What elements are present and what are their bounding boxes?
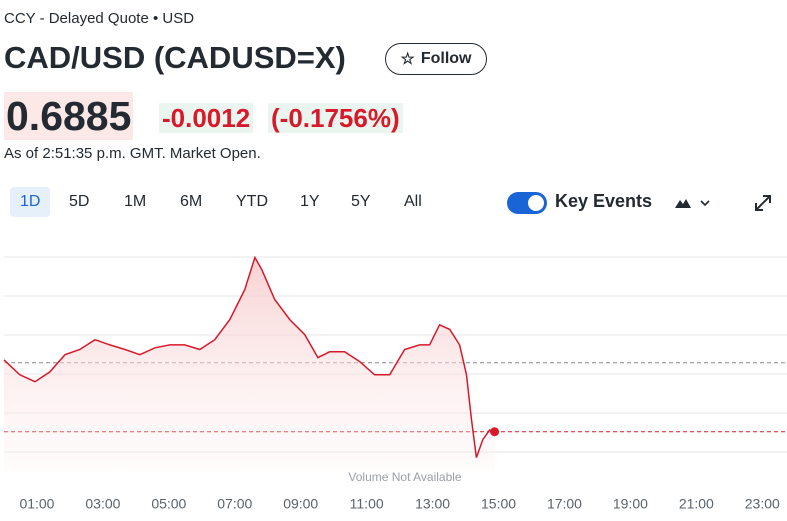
x-tick-label: 21:00 [679, 496, 714, 512]
x-tick-label: 19:00 [613, 496, 648, 512]
range-tab[interactable]: 5Y [351, 193, 371, 210]
range-tab[interactable]: 1M [124, 193, 147, 210]
expand-button[interactable] [753, 193, 773, 213]
range-tab[interactable]: 1Y [300, 193, 320, 210]
quote-source: CCY - Delayed Quote • USD [4, 10, 195, 27]
range-tab[interactable]: YTD [236, 193, 268, 210]
x-tick-label: 23:00 [745, 496, 780, 512]
star-icon: ☆ [400, 51, 415, 68]
follow-label: Follow [420, 50, 472, 67]
x-tick-label: 05:00 [151, 496, 186, 512]
x-tick-label: 11:00 [350, 496, 384, 512]
x-tick-label: 01:00 [19, 496, 54, 512]
x-tick-label: 09:00 [283, 496, 318, 512]
range-tab[interactable]: 5D [69, 193, 90, 210]
percent-change: (-0.1756%) [268, 103, 403, 133]
x-tick-label: 03:00 [85, 496, 120, 512]
range-tab[interactable]: 6M [180, 193, 203, 210]
x-tick-label: 07:00 [217, 496, 252, 512]
as-of: As of 2:51:35 p.m. GMT. Market Open. [4, 145, 261, 162]
volume-note: Volume Not Available [348, 470, 462, 484]
price-change: -0.0012 [159, 103, 254, 133]
last-point [490, 427, 500, 437]
x-tick-label: 17:00 [547, 496, 582, 512]
page-title: CAD/USD (CADUSD=X) [4, 40, 346, 75]
price: 0.6885 [4, 92, 134, 140]
price-area [4, 257, 495, 472]
chart: Volume Not Available 01:00 03:00 05:00 07:0… [3, 255, 787, 512]
chart-type-menu[interactable] [673, 194, 713, 212]
key-events-label: Key Events [555, 191, 653, 211]
range-tab[interactable]: 1D [10, 187, 51, 217]
follow-button[interactable]: ☆ Follow [385, 43, 487, 75]
range-tab[interactable]: All [404, 193, 422, 210]
key-events-toggle[interactable] [507, 192, 547, 214]
price-line [3, 255, 495, 458]
x-tick-label: 15:00 [481, 496, 516, 512]
x-tick-label: 13:00 [415, 496, 450, 512]
